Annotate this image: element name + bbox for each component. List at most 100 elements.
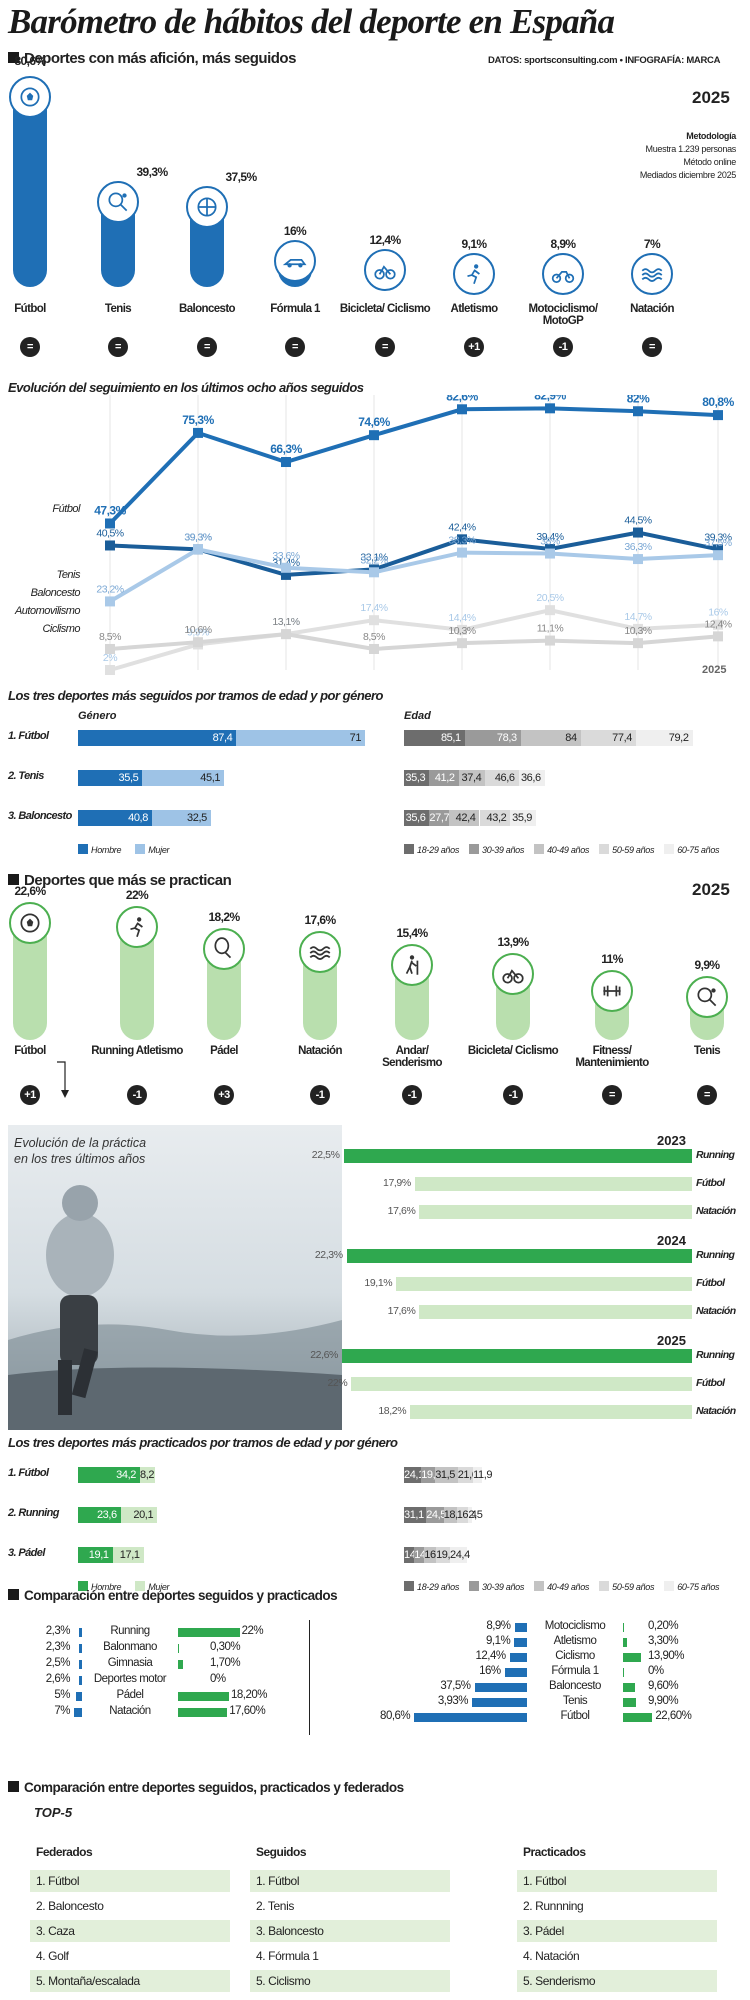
practiced-age-title: Los tres deportes más practicados por tr…: [8, 1435, 398, 1450]
data-label: 16%: [708, 607, 728, 619]
followed-value: 9,1%: [486, 1635, 511, 1647]
sport-name: Natación: [109, 1705, 151, 1717]
followed-age-title: Los tres deportes más seguidos por tramo…: [8, 688, 384, 703]
data-label: 38,3%: [448, 535, 475, 547]
data-point: [545, 548, 555, 559]
top5-label: TOP-5: [34, 1805, 73, 1820]
male-bar: 87,4: [78, 730, 237, 746]
practice-bar: [346, 1249, 692, 1263]
age-bar: 11,9: [473, 1467, 493, 1483]
followed-sport-name: Bicicleta/ Ciclismo: [339, 303, 431, 315]
male-bar: 35,5: [78, 770, 143, 786]
series-line: [108, 406, 719, 525]
practiced-value: 3,30%: [648, 1635, 679, 1647]
data-label: 39,3%: [184, 531, 211, 543]
data-point: [545, 403, 555, 414]
data-label: 32,2%: [360, 554, 387, 566]
series-name: Fútbol: [52, 503, 81, 515]
followed-pct: 37,5%: [225, 169, 257, 184]
female-bar: 20,1: [120, 1507, 158, 1523]
practiced-value: 1,70%: [210, 1657, 241, 1669]
data-point: [633, 623, 643, 634]
sport-name: Pádel: [116, 1689, 144, 1701]
female-bar: 71: [236, 730, 366, 746]
soccer-icon: [9, 76, 51, 118]
practice-bar: [410, 1405, 692, 1419]
top5-row: 3. Baloncesto: [250, 1920, 450, 1942]
female-bar: 32,5: [151, 810, 211, 826]
practiced-bar: [178, 1660, 183, 1669]
ranking-change-badge: =: [108, 337, 128, 357]
evolution-end-year: 2025: [702, 664, 727, 676]
cycling-icon: [492, 952, 534, 995]
followed-value: 16%: [479, 1665, 501, 1677]
top5-row: 2. Tenis: [250, 1895, 450, 1917]
data-point: [633, 406, 643, 417]
sport-name: Gimnasia: [107, 1657, 153, 1669]
practiced-sport-name: Bicicleta/ Ciclismo: [467, 1045, 559, 1057]
gender-header: Género: [78, 710, 117, 722]
practiced-pct: 22%: [125, 887, 149, 902]
section2-title: Deportes que más se practican: [8, 872, 232, 889]
series-name: Tenis: [57, 569, 81, 581]
sport-name: Motociclismo: [544, 1620, 606, 1632]
evolution-line-chart: 47,3% 75,3% 66,3% 74,6% 82,6% 82,9% 82% 80,8% Fú…: [14, 395, 735, 675]
top5-row: 3. Caza: [30, 1920, 230, 1942]
data-point: [193, 427, 203, 438]
age-bar: 24,1: [404, 1467, 424, 1483]
ranking-change-badge: -1: [127, 1085, 147, 1105]
ranking-change-badge: +1: [20, 1085, 40, 1105]
top5-row: 4. Fórmula 1: [250, 1945, 450, 1967]
data-point: [713, 410, 723, 421]
practiced-pct: 11%: [601, 951, 623, 966]
followed-bar: [73, 1708, 82, 1717]
ranking-change-badge: -1: [402, 1085, 422, 1105]
followed-bar: [78, 1676, 82, 1685]
data-label: 10,3%: [448, 625, 475, 637]
practiced-pct: 13,9%: [497, 934, 529, 949]
practice-sport: Fútbol: [696, 1177, 725, 1189]
data-point: [457, 547, 467, 558]
ranking-change-badge: =: [602, 1085, 622, 1105]
data-point: [369, 643, 379, 654]
top5-row: 3. Pádel: [517, 1920, 717, 1942]
practiced-value: 0,30%: [210, 1641, 241, 1653]
data-label: 39,3%: [704, 531, 731, 543]
data-label: 33,1%: [360, 551, 387, 563]
age-bar: 27,7: [429, 810, 450, 826]
age-bar: 18,2: [443, 1507, 464, 1523]
sport-name: Atletismo: [553, 1635, 597, 1647]
data-label: 37,5%: [704, 537, 731, 549]
practiced-bar: [623, 1668, 624, 1677]
fitness-icon: [591, 969, 633, 1012]
data-label: 74,6%: [358, 415, 390, 429]
followed-value: 2,3%: [45, 1641, 71, 1653]
page-title: Barómetro de hábitos del deporte en Espa…: [8, 2, 615, 41]
data-label: 82,9%: [534, 395, 566, 402]
series-line: [108, 547, 719, 604]
source-credit: DATOS: sportsconsulting.com • INFOGRAFÍA…: [488, 55, 721, 66]
data-label: 39,3%: [184, 531, 211, 543]
section1-year: 2025: [692, 88, 730, 107]
data-point: [457, 638, 467, 649]
data-label: 23,2%: [96, 583, 123, 595]
arrow-icon: [57, 1061, 69, 1098]
series-name: Automovilismo: [14, 605, 80, 617]
data-point: [713, 631, 723, 642]
data-point: [105, 643, 115, 654]
data-label: 9,9%: [187, 626, 209, 638]
practiced-bar: [178, 1692, 229, 1701]
practiced-value: 18,20%: [230, 1689, 268, 1701]
age-bar: 21,6: [457, 1467, 478, 1483]
data-label: 12,4%: [704, 618, 731, 630]
top5-column-header: Federados: [36, 1845, 93, 1859]
sport-name: Fórmula 1: [551, 1665, 599, 1677]
data-point: [457, 534, 467, 545]
sport-name: Ciclismo: [555, 1650, 595, 1662]
ranking-change-badge: =: [697, 1085, 717, 1105]
male-bar: 19,1: [78, 1547, 113, 1563]
top5-row: 5. Ciclismo: [250, 1970, 450, 1992]
row-label: 3. Pádel: [8, 1547, 45, 1559]
practiced-bar: [178, 1644, 179, 1653]
followed-value: 80,6%: [380, 1710, 411, 1722]
